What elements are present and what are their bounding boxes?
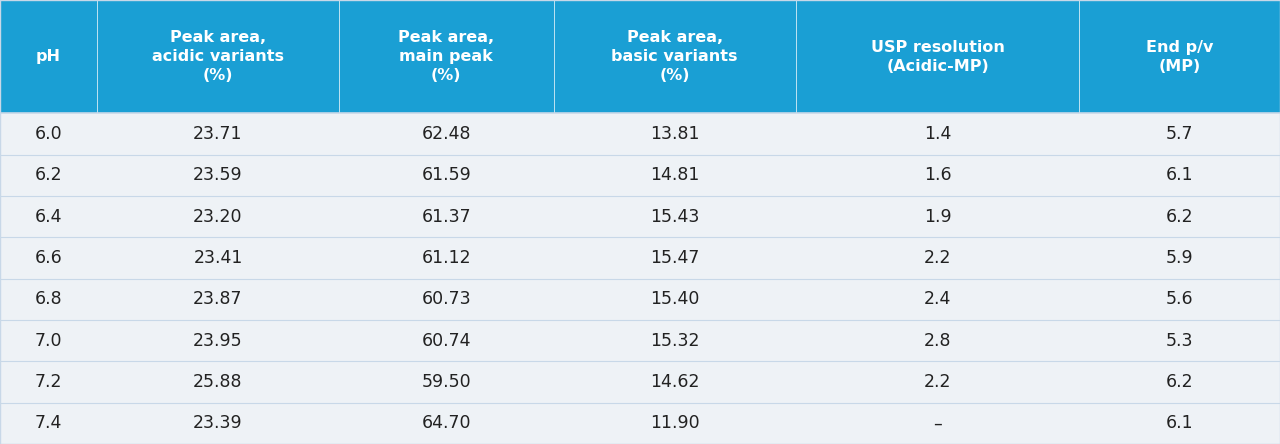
Text: 6.2: 6.2 (1166, 208, 1193, 226)
Text: 6.1: 6.1 (1166, 166, 1193, 184)
Text: 6.0: 6.0 (35, 125, 63, 143)
Text: 14.81: 14.81 (650, 166, 699, 184)
Text: 23.41: 23.41 (193, 249, 243, 267)
Text: 7.2: 7.2 (35, 373, 63, 391)
Bar (0, 196, 1280, 237)
Bar (0, 0, 1280, 113)
Text: 61.12: 61.12 (421, 249, 471, 267)
Text: 60.73: 60.73 (421, 290, 471, 308)
Text: 23.71: 23.71 (193, 125, 243, 143)
Bar (0, 113, 1280, 155)
Text: 6.8: 6.8 (35, 290, 63, 308)
Text: 1.6: 1.6 (924, 166, 951, 184)
Text: 25.88: 25.88 (193, 373, 243, 391)
Text: 15.40: 15.40 (650, 290, 699, 308)
Text: End p/v
(MP): End p/v (MP) (1146, 40, 1213, 74)
Text: 23.87: 23.87 (193, 290, 243, 308)
Text: 7.0: 7.0 (35, 332, 63, 349)
Text: 61.59: 61.59 (421, 166, 471, 184)
Text: 6.4: 6.4 (35, 208, 63, 226)
Bar (0, 320, 1280, 361)
Text: 15.43: 15.43 (650, 208, 699, 226)
Text: 6.2: 6.2 (1166, 373, 1193, 391)
Text: 6.1: 6.1 (1166, 414, 1193, 432)
Text: 64.70: 64.70 (421, 414, 471, 432)
Text: 6.2: 6.2 (35, 166, 63, 184)
Bar (0, 155, 1280, 196)
Bar (0, 361, 1280, 403)
Bar (0, 403, 1280, 444)
Text: 5.9: 5.9 (1166, 249, 1193, 267)
Text: 23.39: 23.39 (193, 414, 243, 432)
Text: 13.81: 13.81 (650, 125, 699, 143)
Text: Peak area,
basic variants
(%): Peak area, basic variants (%) (612, 30, 737, 83)
Text: 1.4: 1.4 (924, 125, 951, 143)
Text: 23.95: 23.95 (193, 332, 243, 349)
Text: Peak area,
main peak
(%): Peak area, main peak (%) (398, 30, 494, 83)
Bar (0, 279, 1280, 320)
Text: 7.4: 7.4 (35, 414, 63, 432)
Text: pH: pH (36, 49, 61, 64)
Text: 2.4: 2.4 (924, 290, 951, 308)
Text: 5.7: 5.7 (1166, 125, 1193, 143)
Text: 11.90: 11.90 (650, 414, 699, 432)
Text: 23.20: 23.20 (193, 208, 243, 226)
Text: USP resolution
(Acidic-MP): USP resolution (Acidic-MP) (870, 40, 1005, 74)
Text: 2.2: 2.2 (924, 249, 951, 267)
Text: 60.74: 60.74 (421, 332, 471, 349)
Text: –: – (933, 414, 942, 432)
Text: 61.37: 61.37 (421, 208, 471, 226)
Text: 14.62: 14.62 (650, 373, 699, 391)
Text: 2.2: 2.2 (924, 373, 951, 391)
Text: 5.6: 5.6 (1166, 290, 1193, 308)
Text: 15.47: 15.47 (650, 249, 699, 267)
Text: 23.59: 23.59 (193, 166, 243, 184)
Text: 62.48: 62.48 (421, 125, 471, 143)
Bar (0, 237, 1280, 279)
Text: 1.9: 1.9 (924, 208, 951, 226)
Text: 2.8: 2.8 (924, 332, 951, 349)
Text: 6.6: 6.6 (35, 249, 63, 267)
Text: 15.32: 15.32 (650, 332, 699, 349)
Text: Peak area,
acidic variants
(%): Peak area, acidic variants (%) (152, 30, 284, 83)
Text: 59.50: 59.50 (421, 373, 471, 391)
Text: 5.3: 5.3 (1166, 332, 1193, 349)
